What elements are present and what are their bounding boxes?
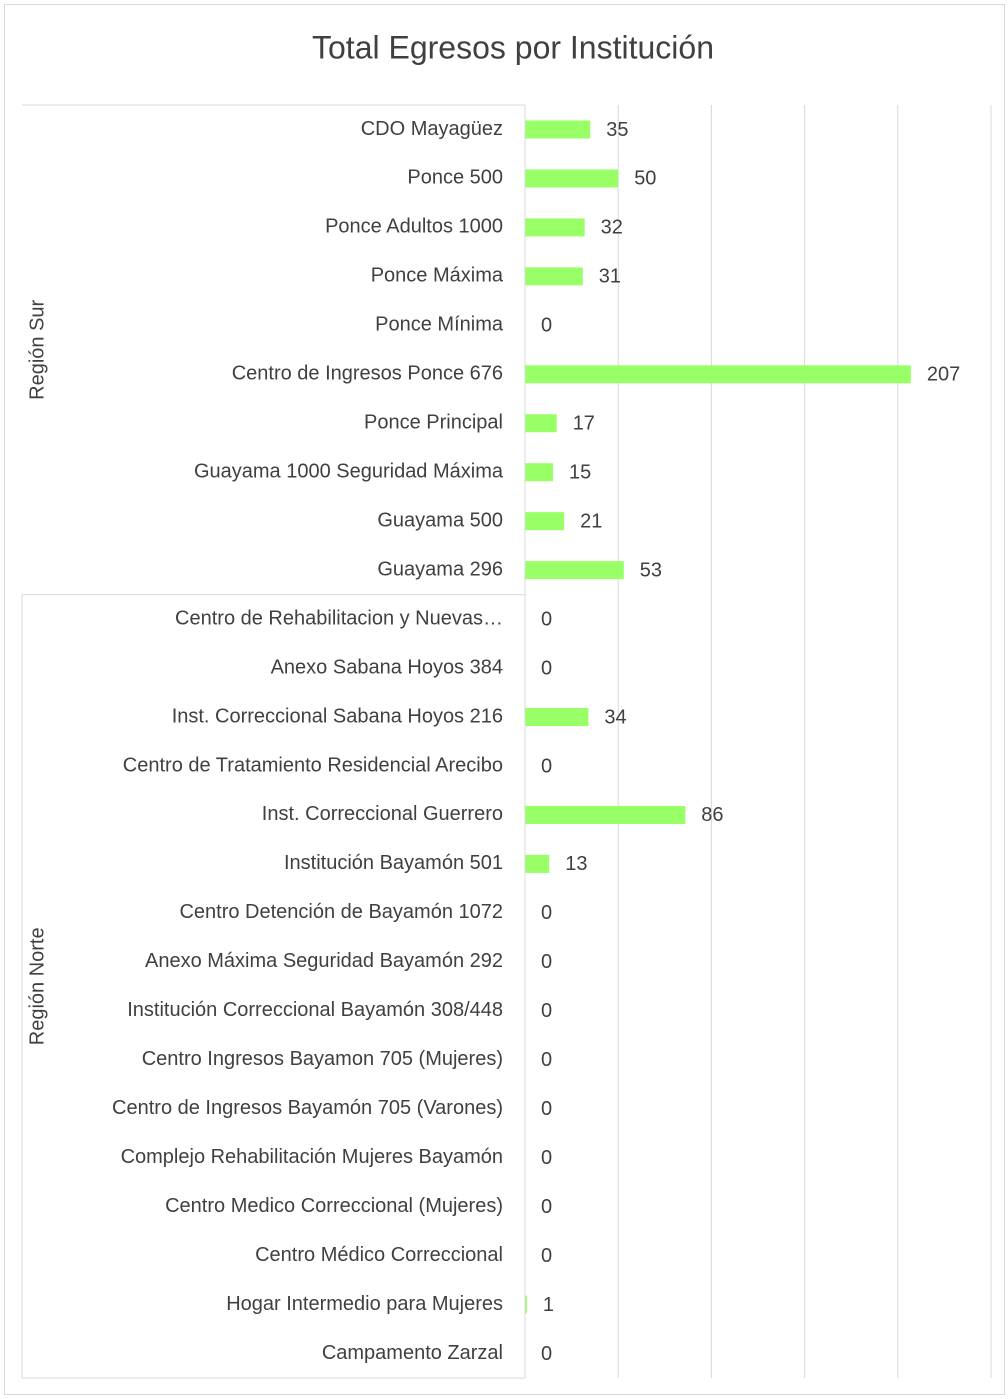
y-tick-label: Centro de Rehabilitacion y Nuevas…	[175, 607, 503, 629]
data-label: 0	[541, 608, 552, 630]
y-tick-label: Guayama 296	[377, 558, 503, 580]
chart-frame	[4, 4, 1005, 1395]
data-label: 13	[565, 853, 587, 875]
bar	[525, 463, 553, 482]
bar	[525, 1295, 527, 1314]
y-tick-label: Ponce Máxima	[371, 265, 504, 287]
data-label: 0	[541, 1098, 552, 1120]
data-label: 32	[601, 217, 623, 239]
y-tick-label: CDO Mayagüez	[361, 118, 503, 140]
y-tick-label: Centro Medico Correccional (Mujeres)	[165, 1195, 503, 1217]
bar	[525, 169, 619, 188]
data-label: 0	[541, 1245, 552, 1267]
y-tick-label: Guayama 1000 Seguridad Máxima	[194, 460, 504, 482]
bar	[525, 120, 591, 139]
group-label: Región Sur	[26, 299, 48, 399]
data-label: 86	[701, 804, 723, 826]
data-label: 0	[541, 755, 552, 777]
data-label: 17	[573, 413, 595, 435]
y-tick-label: Ponce Mínima	[375, 314, 504, 336]
y-tick-label: Centro Médico Correccional	[255, 1244, 503, 1266]
data-label: 15	[569, 461, 591, 483]
y-tick-label: Guayama 500	[377, 509, 503, 531]
y-tick-label: Centro de Ingresos Ponce 676	[232, 363, 503, 385]
y-tick-label: Ponce 500	[407, 167, 503, 189]
y-tick-label: Centro de Ingresos Bayamón 705 (Varones)	[112, 1097, 503, 1119]
y-tick-label: Ponce Principal	[364, 412, 503, 434]
data-label: 207	[927, 364, 960, 386]
data-label: 35	[606, 119, 628, 141]
bar	[525, 218, 585, 237]
y-tick-label: Centro de Tratamiento Residencial Arecib…	[123, 754, 503, 776]
data-label: 34	[604, 706, 626, 728]
y-tick-label: Anexo Máxima Seguridad Bayamón 292	[145, 950, 503, 972]
bar	[525, 561, 624, 580]
y-tick-label: Campamento Zarzal	[322, 1342, 503, 1364]
bar	[525, 414, 557, 433]
y-tick-label: Inst. Correccional Guerrero	[262, 803, 503, 825]
y-tick-label: Institución Bayamón 501	[284, 852, 503, 874]
bar	[525, 854, 550, 873]
bar	[525, 805, 686, 824]
data-label: 0	[541, 1147, 552, 1169]
chart-title: Total Egresos por Institución	[312, 29, 714, 65]
bar	[525, 708, 589, 727]
y-tick-label: Inst. Correccional Sabana Hoyos 216	[172, 705, 503, 727]
data-label: 0	[541, 1000, 552, 1022]
y-tick-label: Institución Correccional Bayamón 308/448	[127, 999, 503, 1021]
data-label: 0	[541, 657, 552, 679]
bar	[525, 267, 583, 286]
data-label: 0	[541, 951, 552, 973]
bar	[525, 512, 565, 531]
data-label: 0	[541, 1343, 552, 1365]
data-label: 53	[640, 559, 662, 581]
data-label: 21	[580, 510, 602, 532]
y-tick-label: Hogar Intermedio para Mujeres	[226, 1293, 503, 1315]
bar	[525, 365, 911, 384]
data-label: 50	[634, 168, 656, 190]
y-tick-label: Complejo Rehabilitación Mujeres Bayamón	[121, 1146, 503, 1168]
data-label: 0	[541, 1049, 552, 1071]
data-label: 0	[541, 902, 552, 924]
data-label: 31	[599, 266, 621, 288]
y-tick-label: Anexo Sabana Hoyos 384	[271, 656, 503, 678]
y-tick-label: Ponce Adultos 1000	[325, 216, 503, 238]
y-tick-label: Centro Detención de Bayamón 1072	[179, 901, 503, 923]
data-label: 1	[543, 1294, 554, 1316]
y-tick-label: Centro Ingresos Bayamon 705 (Mujeres)	[142, 1048, 503, 1070]
data-label: 0	[541, 1196, 552, 1218]
data-label: 0	[541, 315, 552, 337]
group-label: Región Norte	[26, 927, 48, 1045]
